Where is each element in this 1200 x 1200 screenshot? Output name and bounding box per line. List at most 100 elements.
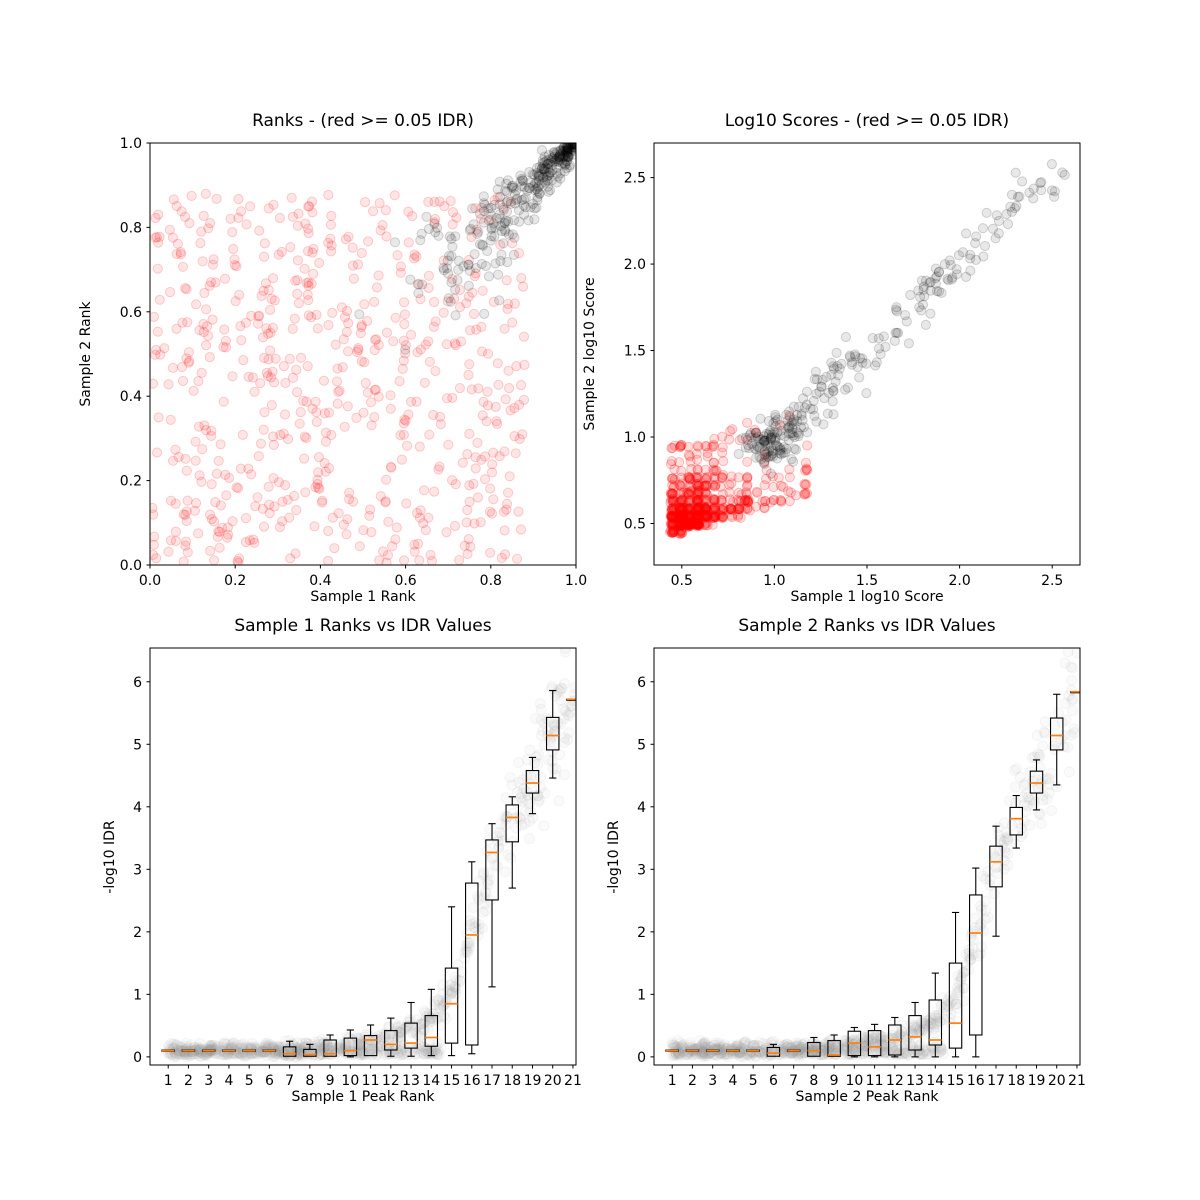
- sample2_ranks_vs_idr-ytick-label: 4: [637, 800, 646, 816]
- log10_scores_scatter-xtick-label: 1.5: [856, 573, 878, 589]
- ranks_scatter-plot-area: [150, 143, 576, 565]
- sample2_ranks_vs_idr-ytick-label: 2: [637, 925, 646, 941]
- sample1_ranks_vs_idr-box-rank-8: [303, 1048, 317, 1057]
- ranks_scatter-xtick-label: 0.8: [480, 573, 502, 589]
- sample2_ranks_vs_idr-xtick-label: 6: [769, 1073, 778, 1089]
- sample1_ranks_vs_idr-box-rank-11: [363, 1035, 378, 1057]
- sample1_ranks_vs_idr-xtick-label: 4: [224, 1073, 233, 1089]
- sample1_ranks_vs_idr-box-rank-20: [545, 716, 560, 751]
- sample1_ranks_vs_idr-xtick-label: 8: [305, 1073, 314, 1089]
- log10_scores_scatter-ytick-label: 1.5: [624, 344, 646, 360]
- ranks_scatter-tick-labels: 0.0 0.2 0.4 0.6 0.8 1.0 0.0 0.2 0.4 0.6 0.8 1.0: [120, 136, 587, 589]
- scatter-ranks_scatter-gray-points: [354, 143, 576, 355]
- log10_scores_scatter-xtick-label: 2.5: [1041, 573, 1063, 589]
- sample1_ranks_vs_idr-xtick-label: 19: [524, 1073, 542, 1089]
- log10-scores-yaxis-label: Sample 2 log10 Score: [582, 277, 598, 431]
- sample2_ranks_vs_idr-xtick-label: 11: [866, 1073, 884, 1089]
- sample1_ranks_vs_idr-boxes: [161, 689, 576, 1058]
- sample2_ranks_vs_idr-xtick-label: 12: [886, 1073, 904, 1089]
- ranks-xaxis-label: Sample 1 Rank: [310, 589, 416, 605]
- sample1_ranks_vs_idr-box-rank-16: [465, 882, 479, 1046]
- ranks-plot-title: Ranks - (red >= 0.05 IDR): [252, 111, 474, 131]
- log10_scores_scatter-tick-labels: 0.5 1.0 1.5 2.0 2.5 0.5 1.0 1.5 2.0 2.5: [624, 171, 1064, 589]
- sample2_ranks_vs_idr-xtick-label: 21: [1068, 1073, 1086, 1089]
- log10_scores_scatter-ytick-label: 2.0: [624, 257, 646, 273]
- ranks_scatter-axes-frame: [149, 142, 577, 566]
- sample1_ranks_vs_idr-xtick-label: 13: [402, 1073, 420, 1089]
- sample1_ranks_vs_idr-box-rank-17: [485, 839, 499, 901]
- log10_scores_scatter-ytick-label: 1.0: [624, 430, 646, 446]
- sample2_ranks_vs_idr-xtick-label: 15: [947, 1073, 965, 1089]
- sample2_ranks_vs_idr-box-rank-9: [827, 1040, 841, 1057]
- ranks-yaxis-label: Sample 2 Rank: [78, 301, 94, 407]
- scatter-log10_scores_scatter-red-points: [665, 410, 813, 539]
- sample2-idr-xaxis-label: Sample 2 Peak Rank: [795, 1089, 939, 1105]
- ranks_scatter-xtick-label: 0.6: [394, 573, 416, 589]
- sample1-idr-plot-title: Sample 1 Ranks vs IDR Values: [234, 616, 492, 636]
- ranks_scatter-ticks: [146, 142, 577, 569]
- sample2_ranks_vs_idr-box-rank-11: [867, 1030, 882, 1057]
- sample2_ranks_vs_idr-ytick-label: 6: [637, 675, 646, 691]
- sample1_ranks_vs_idr-xtick-label: 17: [483, 1073, 501, 1089]
- log10_scores_scatter-ticks: [650, 177, 1053, 569]
- log10-scores-xaxis-label: Sample 1 log10 Score: [790, 589, 944, 605]
- sample2_ranks_vs_idr-boxes: [665, 690, 1080, 1058]
- sample1_ranks_vs_idr-xtick-label: 1: [164, 1073, 173, 1089]
- scatter-ranks_scatter-red-points: [150, 188, 530, 565]
- sample2_ranks_vs_idr-box-rank-18: [1009, 806, 1024, 836]
- sample2_ranks_vs_idr-xtick-label: 8: [809, 1073, 818, 1089]
- ranks_scatter-ytick-label: 1.0: [120, 136, 142, 152]
- sample2_ranks_vs_idr-box-rank-14: [928, 999, 943, 1046]
- sample2-idr-plot-title: Sample 2 Ranks vs IDR Values: [738, 616, 996, 636]
- sample1_ranks_vs_idr-ytick-label: 3: [133, 862, 142, 878]
- ranks_scatter-ytick-label: 0.0: [120, 558, 142, 574]
- scatter-sample2_ranks_vs_idr-cloud-0: [667, 648, 1080, 1063]
- sample1_ranks_vs_idr-ytick-label: 0: [133, 1050, 142, 1066]
- sample2_ranks_vs_idr-ytick-label: 3: [637, 862, 646, 878]
- sample2_ranks_vs_idr-xtick-label: 1: [668, 1073, 677, 1089]
- sample1_ranks_vs_idr-box-rank-12: [384, 1030, 398, 1051]
- sample2_ranks_vs_idr-xtick-label: 10: [845, 1073, 863, 1089]
- log10_scores_scatter-plot-area: [665, 159, 1070, 539]
- sample1_ranks_vs_idr-xtick-label: 21: [564, 1073, 582, 1089]
- sample1_ranks_vs_idr-xtick-label: 6: [265, 1073, 274, 1089]
- ranks_scatter-ytick-label: 0.8: [120, 220, 142, 236]
- sample1_ranks_vs_idr-xtick-label: 3: [204, 1073, 213, 1089]
- sample2_ranks_vs_idr-box-rank-17: [989, 845, 1003, 888]
- sample1-idr-xaxis-label: Sample 1 Peak Rank: [291, 1089, 435, 1105]
- sample1_ranks_vs_idr-box-rank-19: [525, 769, 540, 794]
- ranks_scatter-ytick-label: 0.6: [120, 305, 142, 321]
- sample2_ranks_vs_idr-ytick-label: 1: [637, 987, 646, 1003]
- sample1_ranks_vs_idr-xtick-label: 12: [382, 1073, 400, 1089]
- sample2_ranks_vs_idr-box-rank-16: [969, 894, 983, 1036]
- ranks_scatter-xtick-label: 0.0: [139, 573, 161, 589]
- ranks_scatter-xtick-label: 0.2: [224, 573, 246, 589]
- sample2_ranks_vs_idr-box-rank-19: [1029, 770, 1044, 794]
- sample2_ranks_vs_idr-xtick-label: 2: [688, 1073, 697, 1089]
- log10-scores-plot-title: Log10 Scores - (red >= 0.05 IDR): [724, 111, 1010, 131]
- log10_scores_scatter-ytick-label: 2.5: [624, 171, 646, 187]
- ranks_scatter-ytick-label: 0.2: [120, 474, 142, 490]
- sample2_ranks_vs_idr-xtick-label: 13: [906, 1073, 924, 1089]
- sample2_ranks_vs_idr-ticks: [650, 681, 1078, 1069]
- log10_scores_scatter-ytick-label: 0.5: [624, 516, 646, 532]
- sample1_ranks_vs_idr-box-rank-10: [343, 1037, 358, 1057]
- sample2_ranks_vs_idr-xtick-label: 3: [708, 1073, 717, 1089]
- sample2_ranks_vs_idr-xtick-label: 7: [789, 1073, 798, 1089]
- sample1_ranks_vs_idr-xtick-label: 14: [422, 1073, 440, 1089]
- log10_scores_scatter-xtick-label: 1.0: [763, 573, 785, 589]
- sample2_ranks_vs_idr-xtick-label: 5: [749, 1073, 758, 1089]
- sample1_ranks_vs_idr-xtick-label: 2: [184, 1073, 193, 1089]
- sample1_ranks_vs_idr-box-rank-15: [444, 967, 459, 1044]
- sample2_ranks_vs_idr-box-rank-8: [807, 1041, 821, 1057]
- sample2_ranks_vs_idr-xtick-label: 14: [926, 1073, 944, 1089]
- sample1-idr-yaxis-label: -log10 IDR: [102, 819, 118, 894]
- sample2_ranks_vs_idr-axes-frame: [653, 647, 1081, 1066]
- sample1_ranks_vs_idr-ytick-label: 6: [133, 675, 142, 691]
- sample2_ranks_vs_idr-xtick-label: 17: [987, 1073, 1005, 1089]
- log10_scores_scatter-xtick-label: 2.0: [948, 573, 970, 589]
- sample2_ranks_vs_idr-box-rank-13: [908, 1015, 922, 1051]
- sample1_ranks_vs_idr-ytick-label: 5: [133, 737, 142, 753]
